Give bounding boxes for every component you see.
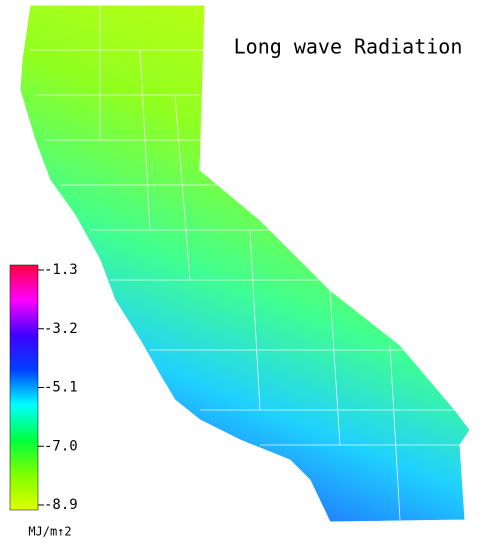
colorbar-tick-label: -8.9	[44, 497, 78, 513]
colorbar-tick-label: -5.1	[44, 380, 78, 396]
county-borders	[30, 5, 460, 521]
colorbar	[9, 264, 39, 511]
colorbar-tick-label: -7.0	[44, 438, 78, 454]
colorbar-tick-label: -1.3	[44, 262, 78, 278]
map-title: Long wave Radiation	[234, 35, 463, 59]
colorbar-unit: MJ/m↑2	[28, 525, 71, 539]
state-shape	[19, 4, 471, 523]
colorbar-tick-label: -3.2	[44, 321, 78, 337]
